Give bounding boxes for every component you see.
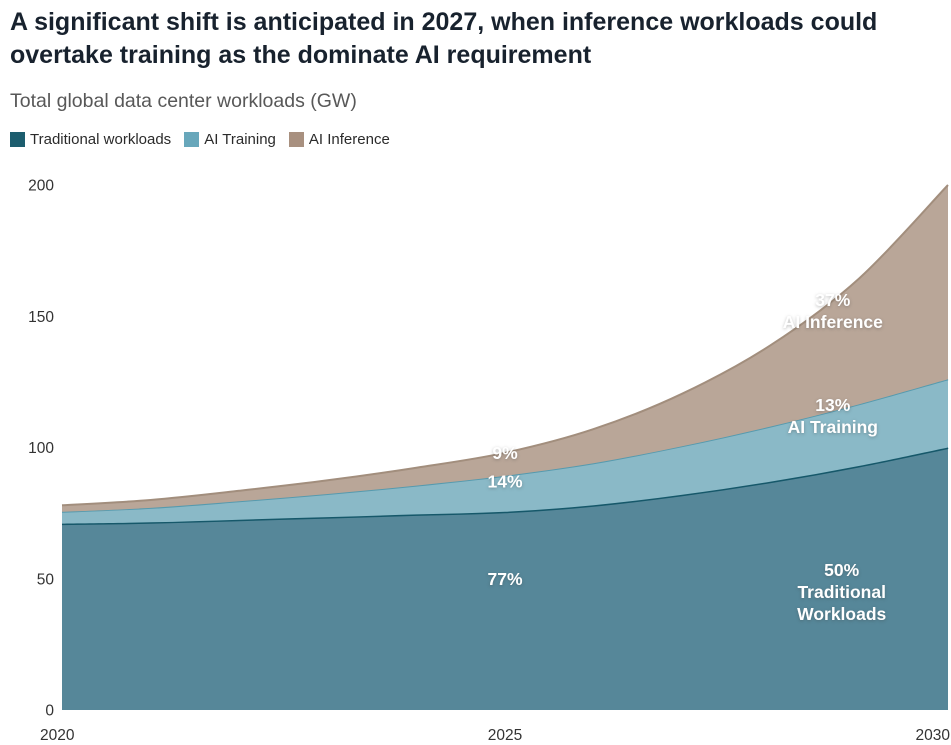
legend-swatch-traditional-workloads	[10, 132, 25, 147]
annotation-label: 13%	[815, 395, 850, 415]
annotation-label: 14%	[487, 472, 522, 492]
chart-subtitle: Total global data center workloads (GW)	[10, 90, 357, 112]
y-tick-label: 150	[28, 309, 54, 326]
y-tick-label: 100	[28, 440, 54, 457]
area-ai-training	[62, 379, 948, 524]
x-tick-label: 2030	[916, 727, 951, 744]
chart-legend: Traditional workloads AI Training AI Inf…	[10, 131, 390, 148]
annotation-label: AI Inference	[783, 312, 883, 332]
legend-item-traditional-workloads: Traditional workloads	[10, 131, 171, 148]
chart-title: A significant shift is anticipated in 20…	[10, 8, 878, 69]
legend-swatch-ai-inference	[288, 132, 304, 147]
y-tick-label: 0	[45, 703, 54, 720]
legend-item-ai-training: AI Training	[184, 131, 276, 148]
annotation-label: Traditional	[797, 582, 885, 602]
edge-ai-inference	[61, 184, 949, 507]
legend-label-ai-inference: AI Inference	[308, 131, 390, 148]
annotations: 9% 14% 77% 37%AI Inference 13%AI Training 50%…	[487, 290, 886, 624]
legend-swatch-ai-training	[184, 132, 200, 147]
annotation-label: Workloads	[797, 604, 886, 624]
legend-label-traditional-workloads: Traditional workloads	[30, 131, 172, 148]
annotation-label: 77%	[487, 569, 522, 589]
legend-label-ai-training: AI Training	[204, 131, 276, 148]
area-traditional-workloads	[62, 447, 948, 710]
legend-item-ai-inference: AI Inference	[288, 131, 390, 148]
y-tick-label: 50	[37, 571, 55, 588]
x-tick-label: 2020	[40, 727, 75, 744]
area-ai-inference	[62, 185, 948, 512]
y-tick-label: 200	[28, 178, 54, 195]
annotation-label: 9%	[492, 443, 518, 463]
annotation-label: AI Training	[788, 417, 878, 437]
annotation-label: 37%	[815, 290, 850, 310]
annotation-label: 50%	[824, 560, 859, 580]
x-tick-label: 2025	[488, 727, 522, 744]
